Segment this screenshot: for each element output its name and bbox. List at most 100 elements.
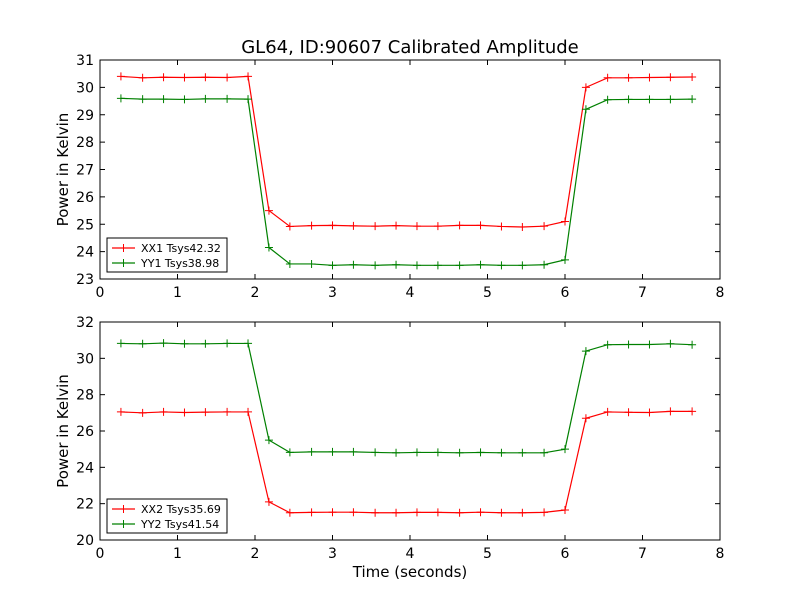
y-tick-label: 32: [76, 315, 94, 331]
data-point: [581, 105, 590, 114]
legend: XX1 Tsys42.32 YY1 Tsys38.98: [106, 237, 228, 273]
y-tick-label: 29: [76, 108, 94, 124]
data-point: [476, 260, 485, 269]
data-point: [603, 340, 612, 349]
data-point: [455, 448, 464, 457]
y-tick-label: 25: [76, 217, 94, 233]
data-point: [392, 448, 401, 457]
data-point: [285, 222, 294, 231]
data-point: [116, 407, 125, 416]
data-point: [349, 260, 358, 269]
y-tick-label: 26: [76, 424, 94, 440]
data-point: [349, 447, 358, 456]
data-point: [666, 73, 675, 82]
series-1: [116, 72, 697, 231]
data-point: [645, 73, 654, 82]
y-tick-label: 27: [76, 163, 94, 179]
data-point: [116, 339, 125, 348]
y-axis-label: Power in Kelvin: [54, 113, 72, 227]
y-tick-label: 30: [76, 351, 94, 367]
data-point: [624, 95, 633, 104]
y-tick-label: 31: [76, 53, 94, 69]
legend-entry-1: XX1 Tsys42.32: [112, 242, 221, 255]
data-point: [497, 261, 506, 270]
x-tick-label: 2: [251, 546, 260, 562]
y-tick-label: 30: [76, 80, 94, 96]
data-point: [624, 73, 633, 82]
data-point: [201, 73, 210, 82]
x-tick-label: 0: [96, 285, 105, 301]
data-point: [307, 447, 316, 456]
series-2: [116, 94, 697, 270]
legend-label: YY1 Tsys38.98: [140, 257, 219, 270]
x-tick-label: 6: [561, 546, 570, 562]
data-point: [455, 221, 464, 230]
data-point: [180, 73, 189, 82]
data-point: [285, 448, 294, 457]
data-point: [244, 339, 253, 348]
legend-box: [106, 498, 228, 534]
data-point: [603, 407, 612, 416]
data-point: [603, 73, 612, 82]
data-point: [476, 448, 485, 457]
data-point: [688, 407, 697, 416]
data-point: [645, 95, 654, 104]
data-point: [201, 339, 210, 348]
x-tick-label: 8: [716, 546, 725, 562]
data-point: [561, 217, 569, 226]
data-point: [349, 221, 358, 230]
legend-label: XX2 Tsys35.69: [141, 503, 221, 516]
data-point: [433, 508, 442, 517]
data-point: [645, 408, 654, 417]
data-point: [223, 73, 232, 82]
data-point: [371, 222, 380, 231]
data-point: [159, 73, 168, 82]
data-point: [455, 508, 464, 517]
data-point: [518, 508, 527, 517]
data-point: [244, 72, 253, 81]
legend-swatch-marker: [119, 505, 128, 513]
chart-title: GL64, ID:90607 Calibrated Amplitude: [241, 37, 579, 58]
x-tick-label: 3: [328, 546, 337, 562]
series-line: [120, 97, 693, 266]
x-tick-label: 4: [406, 285, 415, 301]
data-point: [412, 448, 421, 457]
y-tick-label: 26: [76, 190, 94, 206]
data-point: [138, 339, 147, 348]
legend-box: [106, 237, 228, 273]
data-point: [264, 436, 273, 445]
series-line: [120, 75, 693, 228]
y-tick-label: 20: [76, 533, 94, 549]
data-point: [328, 261, 337, 270]
series-line: [120, 342, 693, 454]
data-point: [349, 508, 358, 517]
data-point: [540, 222, 549, 231]
data-point: [392, 221, 401, 230]
x-tick-label: 0: [96, 546, 105, 562]
series-2: [116, 339, 697, 457]
x-tick-label: 6: [561, 285, 570, 301]
data-point: [412, 261, 421, 270]
y-tick-label: 23: [76, 272, 94, 288]
series-1: [116, 407, 697, 517]
data-point: [540, 508, 549, 517]
data-point: [264, 243, 273, 252]
data-point: [371, 508, 380, 517]
legend-label: YY2 Tsys41.54: [140, 518, 219, 531]
legend-swatch-marker: [119, 520, 128, 528]
data-point: [201, 408, 210, 417]
data-point: [223, 407, 232, 416]
data-point: [328, 221, 337, 230]
data-point: [138, 73, 147, 82]
data-point: [666, 339, 675, 348]
data-point: [116, 72, 125, 81]
data-point: [497, 508, 506, 517]
series-line: [120, 410, 693, 514]
data-point: [244, 95, 253, 104]
data-point: [244, 407, 253, 416]
y-tick-label: 28: [76, 135, 94, 151]
data-point: [624, 340, 633, 349]
data-point: [159, 339, 168, 348]
